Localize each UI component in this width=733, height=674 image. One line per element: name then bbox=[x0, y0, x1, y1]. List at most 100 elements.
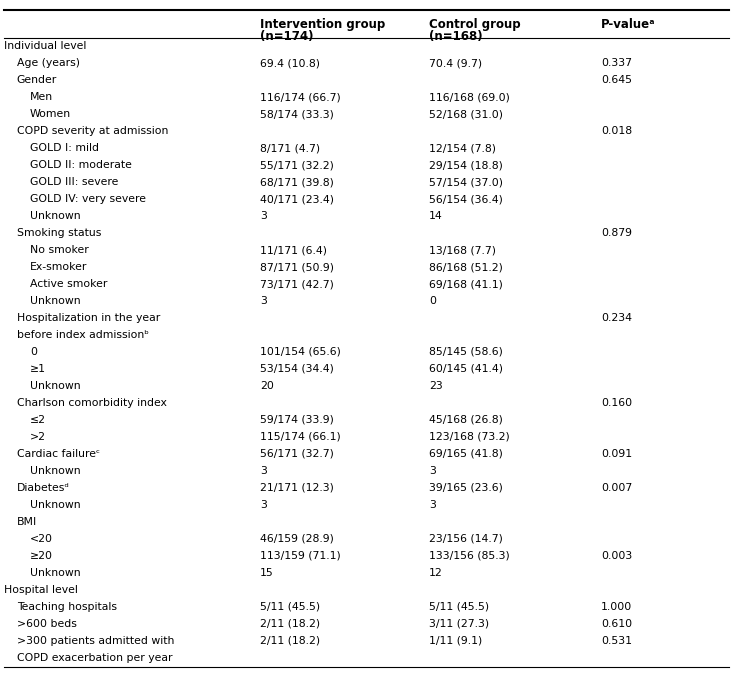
Text: 52/168 (31.0): 52/168 (31.0) bbox=[429, 109, 503, 119]
Text: Cardiac failureᶜ: Cardiac failureᶜ bbox=[17, 449, 100, 459]
Text: 115/174 (66.1): 115/174 (66.1) bbox=[260, 432, 341, 442]
Text: Individual level: Individual level bbox=[4, 42, 86, 51]
Text: ≤2: ≤2 bbox=[30, 415, 46, 425]
Text: 0.018: 0.018 bbox=[601, 126, 632, 136]
Text: 3: 3 bbox=[429, 499, 435, 510]
Text: 12/154 (7.8): 12/154 (7.8) bbox=[429, 144, 496, 153]
Text: 12: 12 bbox=[429, 568, 443, 578]
Text: <20: <20 bbox=[30, 534, 53, 544]
Text: Unknown: Unknown bbox=[30, 296, 81, 306]
Text: 56/154 (36.4): 56/154 (36.4) bbox=[429, 194, 503, 204]
Text: GOLD IV: very severe: GOLD IV: very severe bbox=[30, 194, 146, 204]
Text: Unknown: Unknown bbox=[30, 211, 81, 221]
Text: 57/154 (37.0): 57/154 (37.0) bbox=[429, 177, 503, 187]
Text: GOLD II: moderate: GOLD II: moderate bbox=[30, 160, 132, 171]
Text: 0.337: 0.337 bbox=[601, 59, 632, 69]
Text: 69.4 (10.8): 69.4 (10.8) bbox=[260, 59, 320, 69]
Text: 3: 3 bbox=[260, 466, 267, 476]
Text: 0: 0 bbox=[429, 296, 436, 306]
Text: 73/171 (42.7): 73/171 (42.7) bbox=[260, 279, 334, 289]
Text: Unknown: Unknown bbox=[30, 466, 81, 476]
Text: Hospital level: Hospital level bbox=[4, 584, 78, 594]
Text: COPD severity at admission: COPD severity at admission bbox=[17, 126, 169, 136]
Text: 0.234: 0.234 bbox=[601, 313, 632, 323]
Text: 0.003: 0.003 bbox=[601, 551, 633, 561]
Text: (n=174): (n=174) bbox=[260, 30, 314, 43]
Text: 20: 20 bbox=[260, 381, 274, 391]
Text: 116/168 (69.0): 116/168 (69.0) bbox=[429, 92, 509, 102]
Text: 69/168 (41.1): 69/168 (41.1) bbox=[429, 279, 503, 289]
Text: P-valueᵃ: P-valueᵃ bbox=[601, 18, 655, 31]
Text: 3: 3 bbox=[260, 296, 267, 306]
Text: >300 patients admitted with: >300 patients admitted with bbox=[17, 636, 174, 646]
Text: 87/171 (50.9): 87/171 (50.9) bbox=[260, 262, 334, 272]
Text: >2: >2 bbox=[30, 432, 46, 442]
Text: 0.645: 0.645 bbox=[601, 75, 632, 86]
Text: Control group: Control group bbox=[429, 18, 520, 31]
Text: 0.610: 0.610 bbox=[601, 619, 632, 629]
Text: 1.000: 1.000 bbox=[601, 602, 633, 611]
Text: Smoking status: Smoking status bbox=[17, 228, 101, 238]
Text: 0.160: 0.160 bbox=[601, 398, 632, 408]
Text: 68/171 (39.8): 68/171 (39.8) bbox=[260, 177, 334, 187]
Text: Unknown: Unknown bbox=[30, 499, 81, 510]
Text: Age (years): Age (years) bbox=[17, 59, 80, 69]
Text: before index admissionᵇ: before index admissionᵇ bbox=[17, 330, 149, 340]
Text: GOLD III: severe: GOLD III: severe bbox=[30, 177, 119, 187]
Text: 116/174 (66.7): 116/174 (66.7) bbox=[260, 92, 341, 102]
Text: Hospitalization in the year: Hospitalization in the year bbox=[17, 313, 160, 323]
Text: 85/145 (58.6): 85/145 (58.6) bbox=[429, 347, 503, 357]
Text: Men: Men bbox=[30, 92, 54, 102]
Text: 101/154 (65.6): 101/154 (65.6) bbox=[260, 347, 341, 357]
Text: 55/171 (32.2): 55/171 (32.2) bbox=[260, 160, 334, 171]
Text: (n=168): (n=168) bbox=[429, 30, 482, 43]
Text: 113/159 (71.1): 113/159 (71.1) bbox=[260, 551, 341, 561]
Text: 21/171 (12.3): 21/171 (12.3) bbox=[260, 483, 334, 493]
Text: 0.007: 0.007 bbox=[601, 483, 633, 493]
Text: 46/159 (28.9): 46/159 (28.9) bbox=[260, 534, 334, 544]
Text: 70.4 (9.7): 70.4 (9.7) bbox=[429, 59, 482, 69]
Text: BMI: BMI bbox=[17, 517, 37, 526]
Text: Charlson comorbidity index: Charlson comorbidity index bbox=[17, 398, 166, 408]
Text: 56/171 (32.7): 56/171 (32.7) bbox=[260, 449, 334, 459]
Text: Unknown: Unknown bbox=[30, 568, 81, 578]
Text: 11/171 (6.4): 11/171 (6.4) bbox=[260, 245, 327, 255]
Text: 0.531: 0.531 bbox=[601, 636, 632, 646]
Text: 0.879: 0.879 bbox=[601, 228, 632, 238]
Text: No smoker: No smoker bbox=[30, 245, 89, 255]
Text: Intervention group: Intervention group bbox=[260, 18, 386, 31]
Text: Ex-smoker: Ex-smoker bbox=[30, 262, 87, 272]
Text: Active smoker: Active smoker bbox=[30, 279, 108, 289]
Text: Women: Women bbox=[30, 109, 71, 119]
Text: COPD exacerbation per year: COPD exacerbation per year bbox=[17, 652, 172, 663]
Text: GOLD I: mild: GOLD I: mild bbox=[30, 144, 99, 153]
Text: 0: 0 bbox=[30, 347, 37, 357]
Text: >600 beds: >600 beds bbox=[17, 619, 77, 629]
Text: 2/11 (18.2): 2/11 (18.2) bbox=[260, 636, 320, 646]
Text: 15: 15 bbox=[260, 568, 274, 578]
Text: ≥20: ≥20 bbox=[30, 551, 53, 561]
Text: ≥1: ≥1 bbox=[30, 364, 46, 374]
Text: 59/174 (33.9): 59/174 (33.9) bbox=[260, 415, 334, 425]
Text: 40/171 (23.4): 40/171 (23.4) bbox=[260, 194, 334, 204]
Text: 8/171 (4.7): 8/171 (4.7) bbox=[260, 144, 320, 153]
Text: 39/165 (23.6): 39/165 (23.6) bbox=[429, 483, 503, 493]
Text: 13/168 (7.7): 13/168 (7.7) bbox=[429, 245, 496, 255]
Text: 3: 3 bbox=[260, 499, 267, 510]
Text: 45/168 (26.8): 45/168 (26.8) bbox=[429, 415, 503, 425]
Text: 5/11 (45.5): 5/11 (45.5) bbox=[260, 602, 320, 611]
Text: 23: 23 bbox=[429, 381, 443, 391]
Text: 133/156 (85.3): 133/156 (85.3) bbox=[429, 551, 509, 561]
Text: 5/11 (45.5): 5/11 (45.5) bbox=[429, 602, 489, 611]
Text: 69/165 (41.8): 69/165 (41.8) bbox=[429, 449, 503, 459]
Text: 0.091: 0.091 bbox=[601, 449, 632, 459]
Text: 60/145 (41.4): 60/145 (41.4) bbox=[429, 364, 503, 374]
Text: 2/11 (18.2): 2/11 (18.2) bbox=[260, 619, 320, 629]
Text: 14: 14 bbox=[429, 211, 443, 221]
Text: 23/156 (14.7): 23/156 (14.7) bbox=[429, 534, 503, 544]
Text: Teaching hospitals: Teaching hospitals bbox=[17, 602, 117, 611]
Text: 3/11 (27.3): 3/11 (27.3) bbox=[429, 619, 489, 629]
Text: 58/174 (33.3): 58/174 (33.3) bbox=[260, 109, 334, 119]
Text: 29/154 (18.8): 29/154 (18.8) bbox=[429, 160, 503, 171]
Text: 3: 3 bbox=[429, 466, 435, 476]
